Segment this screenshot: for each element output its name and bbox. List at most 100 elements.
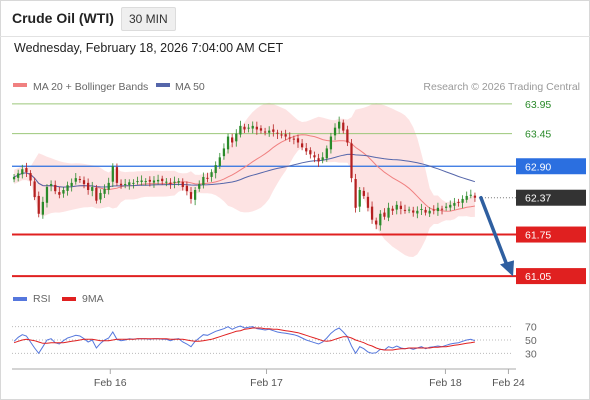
candle [70,178,73,192]
candle [403,204,407,214]
price-levels: 63.95 63.45 62.90 62.37 61.75 61.05 [12,99,586,285]
candle [358,187,361,212]
candle [424,206,427,216]
candle-body [58,192,61,195]
candle [375,217,378,230]
rsi-tick-label: 70 [525,322,537,334]
candle [268,126,271,137]
legend-swatch-ma20 [13,83,27,87]
candle [432,205,435,215]
candle-body [280,134,283,136]
candle-body [91,187,94,191]
candle-body [243,126,246,130]
candle [107,177,110,195]
chart-title: Crude Oil (WTI) [12,10,114,26]
candle-body [235,133,238,142]
candle-body [342,122,345,131]
candle [58,186,61,199]
candle [99,189,102,204]
level-61.75: 61.75 [12,226,586,243]
level-61.05: 61.05 [12,268,586,285]
candle-body [86,182,90,190]
pivot-label-box [516,158,586,175]
candle-body [300,143,304,148]
candle-body [25,168,28,173]
candle [453,197,456,210]
candle-body [366,196,370,208]
candle-body [440,208,444,210]
candle-body [292,138,296,140]
candle [329,132,333,154]
candle-body [111,166,114,182]
candle [259,125,263,134]
candle [25,162,28,177]
candle [465,191,468,203]
candle-body [251,125,254,129]
last-price-label: 62.37 [525,193,551,205]
candle [300,138,304,151]
candle-body [321,157,324,161]
candle-body [383,212,386,217]
candle [366,192,370,212]
candle [54,180,57,195]
legend-swatch-ma50 [156,83,170,87]
candle-body [193,190,197,200]
candle [412,206,415,217]
candle [198,180,201,192]
candle [66,181,69,196]
last-price-box [516,189,586,206]
candle-body [45,187,49,203]
candle-body [206,177,209,179]
bollinger-band-area [14,102,475,257]
candle [91,181,94,197]
candle [395,201,398,215]
candle-body [119,183,123,186]
candle-body [41,201,44,215]
candle-body [436,207,440,212]
candle [383,208,386,220]
candle [449,200,452,212]
candle-body [214,165,217,174]
candle-body [424,209,427,213]
legend-swatch-rsi [13,297,27,301]
candle-body [403,209,407,211]
candle [21,164,24,179]
candle [115,163,119,186]
candle-body [115,167,119,183]
candle [33,177,36,201]
candle [338,116,341,134]
candle-body [276,132,279,134]
candle-body [333,127,337,136]
candle [29,170,32,186]
candle [292,135,296,145]
candle [296,134,300,148]
candle [445,202,448,211]
candle [346,125,349,147]
support-label-box [516,226,586,243]
bollinger-bands [14,102,475,257]
x-axis: Feb 16 Feb 17 Feb 18 Feb 24 [12,368,525,389]
candle-body [54,184,57,192]
candle-body [152,180,156,183]
candle-body [136,181,139,183]
candle [387,202,390,222]
candle [78,176,82,183]
header-bar: Crude Oil (WTI) 30 MIN [0,0,590,37]
candle [342,119,345,134]
support-label: 61.75 [525,230,551,242]
candle [173,176,176,189]
candle [189,186,193,204]
candle-body [202,176,205,185]
candle-body [379,213,382,226]
candle [156,174,160,185]
candle-body [284,134,287,137]
candle [370,201,374,224]
interval-badge[interactable]: 30 MIN [121,7,176,31]
candle [140,175,143,186]
candle [210,169,213,182]
candle-body [132,182,135,184]
candle [222,143,226,160]
legend-label-ma20: MA 20 + Bollinger Bands [33,81,148,93]
x-tick-label: Feb 18 [429,377,462,389]
